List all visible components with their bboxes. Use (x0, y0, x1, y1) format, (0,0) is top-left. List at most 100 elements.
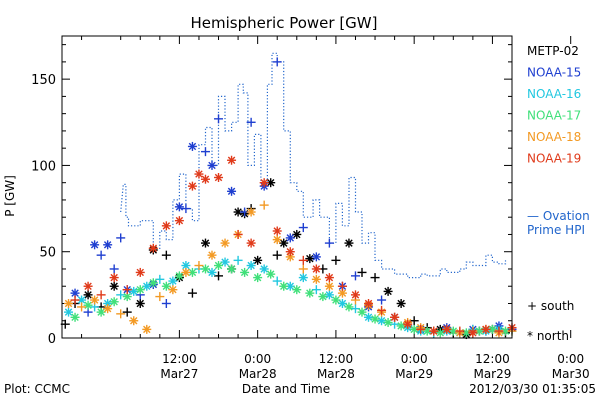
x-tick-date-0: Mar27 (160, 367, 198, 381)
footer-timestamp: 2012/03/30 01:35:05 (469, 382, 596, 396)
south-marker (311, 285, 321, 295)
north-marker (90, 295, 100, 305)
south-marker (109, 264, 119, 274)
north-marker (311, 274, 321, 284)
north-marker (227, 264, 237, 274)
north-marker (240, 267, 250, 277)
north-marker (311, 252, 321, 262)
north-marker (298, 273, 308, 283)
north-marker (200, 174, 210, 184)
north-marker (259, 264, 269, 274)
y-tick-label-3: 150 (31, 73, 56, 88)
south-marker (350, 271, 360, 281)
north-marker (142, 281, 152, 291)
north-marker (324, 281, 334, 291)
north-marker (207, 267, 217, 277)
south-marker (357, 267, 367, 277)
x-tick-time-2: 12:00 (319, 352, 354, 366)
ovation-label-line1: — Ovation (527, 209, 590, 223)
series-legend: METP-02 NOAA-15 NOAA-16 NOAA-17 NOAA-18 NOAA-… (527, 44, 581, 166)
y-tick-label-0: 0 (48, 332, 56, 347)
north-marker (442, 324, 452, 334)
ovation-hpi-line (120, 52, 507, 279)
south-marker (70, 295, 80, 305)
south-marker (116, 233, 126, 243)
x-tick-date-2: Mar28 (317, 367, 355, 381)
scatter-layer (60, 57, 517, 340)
north-marker (83, 281, 93, 291)
north-marker (227, 155, 237, 165)
north-marker (383, 317, 393, 327)
north-marker (305, 288, 315, 298)
legend-item-metp-02: METP-02 (527, 44, 579, 58)
north-marker (331, 295, 341, 305)
series-metp-02 (60, 178, 510, 340)
north-marker (357, 307, 367, 317)
north-marker (90, 240, 100, 250)
north-marker (350, 290, 360, 300)
north-marker (64, 298, 74, 308)
north-marker (214, 261, 224, 271)
x-tick-time-1: 0:00 (244, 352, 271, 366)
south-marker (350, 304, 360, 314)
north-marker (168, 285, 178, 295)
ovation-label-line2: Prime HPI (527, 223, 585, 237)
y-axis-label: P [GW] (3, 175, 17, 217)
marker-legend-south: + south (527, 299, 574, 313)
north-marker (161, 221, 171, 231)
north-marker (383, 286, 393, 296)
y-axis-ticks: 0 50 100 150 (31, 44, 512, 347)
north-marker (311, 264, 321, 274)
north-marker (109, 297, 119, 307)
north-marker (83, 290, 93, 300)
legend-item-noaa-19: NOAA-19 (527, 152, 581, 166)
south-marker (200, 147, 210, 157)
north-marker (246, 261, 256, 271)
legend-item-noaa-15: NOAA-15 (527, 66, 581, 80)
north-marker (285, 247, 295, 257)
series-noaa-18 (64, 200, 517, 338)
south-marker (494, 326, 504, 336)
north-marker (109, 273, 119, 283)
series-noaa-15 (70, 57, 517, 338)
south-marker (96, 290, 106, 300)
north-marker (344, 302, 354, 312)
south-marker (298, 255, 308, 265)
south-marker (194, 261, 204, 271)
south-marker (377, 305, 387, 315)
north-marker (109, 281, 119, 291)
south-marker (409, 316, 419, 326)
ovation-layer (120, 52, 507, 279)
south-marker (233, 229, 243, 239)
north-marker (207, 250, 217, 260)
north-marker (129, 286, 139, 296)
north-marker (103, 304, 113, 314)
x-axis-label: Date and Time (242, 382, 330, 396)
x-tick-date-5: Mar30 (552, 367, 590, 381)
south-marker (272, 250, 282, 260)
south-marker (331, 255, 341, 265)
north-marker (292, 285, 302, 295)
x-axis-ticks: 12:00Mar270:00Mar2812:00Mar280:00Mar2912… (61, 36, 590, 381)
north-marker (220, 238, 230, 248)
legend-item-noaa-17: NOAA-17 (527, 109, 581, 123)
series-noaa-17 (70, 261, 510, 338)
north-marker (200, 264, 210, 274)
south-marker (155, 274, 165, 284)
north-marker (246, 207, 256, 217)
south-marker (116, 309, 126, 319)
north-marker (64, 307, 74, 317)
x-tick-date-3: Mar29 (395, 367, 433, 381)
south-marker (77, 302, 87, 312)
north-marker (220, 257, 230, 267)
south-marker (337, 281, 347, 291)
south-marker (259, 200, 269, 210)
north-marker (246, 238, 256, 248)
x-tick-date-4: Mar29 (473, 367, 511, 381)
north-marker (253, 273, 263, 283)
north-marker (285, 233, 295, 243)
south-marker (298, 223, 308, 233)
north-marker (103, 240, 113, 250)
north-marker (200, 238, 210, 248)
